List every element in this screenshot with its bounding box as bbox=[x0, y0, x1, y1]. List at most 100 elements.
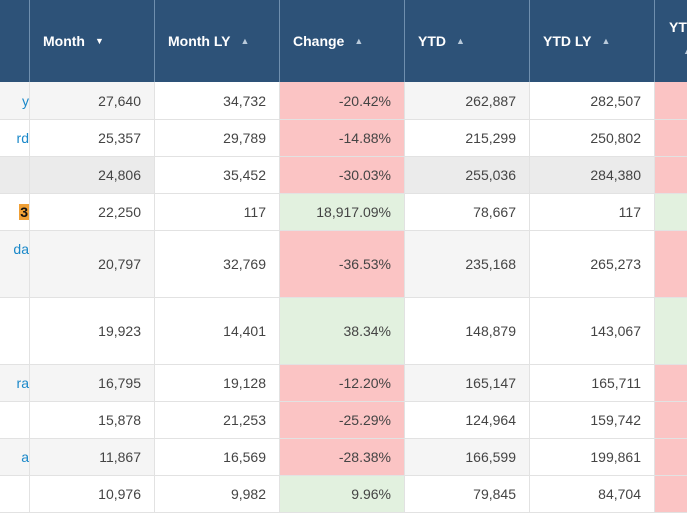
row-name-link[interactable]: rd bbox=[16, 130, 29, 146]
month-cell: 22,250 bbox=[30, 194, 155, 230]
change-cell: -25.29% bbox=[280, 402, 405, 438]
ytd-change-cell bbox=[655, 298, 687, 364]
ytd-change-cell bbox=[655, 365, 687, 401]
header-ytd-label: YTD bbox=[418, 33, 446, 49]
row-name-cell[interactable]: y bbox=[0, 82, 30, 119]
header-month-ly-label: Month LY bbox=[168, 33, 231, 49]
ytd-ly-cell: 282,507 bbox=[530, 82, 655, 119]
month-cell: 20,797 bbox=[30, 231, 155, 297]
ytd-change-cell bbox=[655, 157, 687, 193]
month-ly-cell: 34,732 bbox=[155, 82, 280, 119]
header-month-label: Month bbox=[43, 33, 85, 49]
ytd-cell: 255,036 bbox=[405, 157, 530, 193]
change-cell: -28.38% bbox=[280, 439, 405, 475]
month-ly-cell: 117 bbox=[155, 194, 280, 230]
row-name-link[interactable]: y bbox=[22, 92, 29, 109]
table-row[interactable]: rd 25,357 29,789 -14.88% 215,299 250,802 bbox=[0, 120, 687, 157]
row-name-cell[interactable] bbox=[0, 476, 30, 512]
sort-descending-icon: ▼ bbox=[94, 35, 104, 46]
change-cell: -14.88% bbox=[280, 120, 405, 156]
header-month-ly[interactable]: Month LY ▲ bbox=[155, 0, 280, 82]
change-cell: 9.96% bbox=[280, 476, 405, 512]
table-row[interactable]: 3 22,250 117 18,917.09% 78,667 117 bbox=[0, 194, 687, 231]
ytd-cell: 79,845 bbox=[405, 476, 530, 512]
header-ytd-ly-label: YTD LY bbox=[543, 33, 592, 49]
month-ly-cell: 16,569 bbox=[155, 439, 280, 475]
change-cell: -36.53% bbox=[280, 231, 405, 297]
table-row[interactable]: y 27,640 34,732 -20.42% 262,887 282,507 bbox=[0, 82, 687, 120]
ytd-ly-cell: 284,380 bbox=[530, 157, 655, 193]
header-ytd-change[interactable]: YT ▲ bbox=[655, 0, 687, 82]
month-cell: 25,357 bbox=[30, 120, 155, 156]
change-cell: -12.20% bbox=[280, 365, 405, 401]
month-ly-cell: 21,253 bbox=[155, 402, 280, 438]
table-header: Month ▼ Month LY ▲ Change ▲ YTD ▲ YTD LY… bbox=[0, 0, 687, 82]
change-cell: 18,917.09% bbox=[280, 194, 405, 230]
row-name-link[interactable]: ra bbox=[16, 375, 29, 391]
change-cell: -20.42% bbox=[280, 82, 405, 119]
change-cell: 38.34% bbox=[280, 298, 405, 364]
month-ly-cell: 19,128 bbox=[155, 365, 280, 401]
table-row[interactable]: 15,878 21,253 -25.29% 124,964 159,742 bbox=[0, 402, 687, 439]
ytd-change-cell bbox=[655, 231, 687, 297]
ytd-ly-cell: 117 bbox=[530, 194, 655, 230]
ytd-ly-cell: 199,861 bbox=[530, 439, 655, 475]
header-ytd[interactable]: YTD ▲ bbox=[405, 0, 530, 82]
table-row[interactable]: 19,923 14,401 38.34% 148,879 143,067 bbox=[0, 298, 687, 365]
ytd-ly-cell: 250,802 bbox=[530, 120, 655, 156]
sort-ascending-icon: ▲ bbox=[456, 35, 465, 46]
ytd-cell: 78,667 bbox=[405, 194, 530, 230]
header-name-column[interactable] bbox=[0, 0, 30, 82]
ytd-change-cell bbox=[655, 439, 687, 475]
ytd-ly-cell: 84,704 bbox=[530, 476, 655, 512]
header-month[interactable]: Month ▼ bbox=[30, 0, 155, 82]
row-name-cell[interactable] bbox=[0, 298, 30, 364]
row-name-cell[interactable]: rd bbox=[0, 120, 30, 156]
month-ly-cell: 32,769 bbox=[155, 231, 280, 297]
month-ly-cell: 9,982 bbox=[155, 476, 280, 512]
header-ytd-change-label: YT bbox=[669, 19, 687, 35]
month-cell: 24,806 bbox=[30, 157, 155, 193]
row-name-cell[interactable] bbox=[0, 157, 30, 193]
ytd-cell: 215,299 bbox=[405, 120, 530, 156]
row-name-cell[interactable]: da bbox=[0, 231, 30, 297]
ytd-ly-cell: 159,742 bbox=[530, 402, 655, 438]
row-name-link[interactable]: da bbox=[13, 241, 29, 257]
month-ly-cell: 35,452 bbox=[155, 157, 280, 193]
sort-ascending-icon: ▲ bbox=[240, 35, 250, 46]
ytd-cell: 235,168 bbox=[405, 231, 530, 297]
ytd-change-cell bbox=[655, 194, 687, 230]
header-change-label: Change bbox=[293, 33, 345, 49]
table-row[interactable]: da 20,797 32,769 -36.53% 235,168 265,273 bbox=[0, 231, 687, 298]
ytd-ly-cell: 265,273 bbox=[530, 231, 655, 297]
table-row[interactable]: 10,976 9,982 9.96% 79,845 84,704 bbox=[0, 476, 687, 513]
row-name-link[interactable]: a bbox=[21, 449, 29, 465]
row-name-cell[interactable]: a bbox=[0, 439, 30, 475]
row-name-cell[interactable]: 3 bbox=[0, 194, 30, 230]
ytd-cell: 124,964 bbox=[405, 402, 530, 438]
month-cell: 16,795 bbox=[30, 365, 155, 401]
month-cell: 11,867 bbox=[30, 439, 155, 475]
table-row[interactable]: ra 16,795 19,128 -12.20% 165,147 165,711 bbox=[0, 365, 687, 402]
ytd-cell: 262,887 bbox=[405, 82, 530, 119]
ytd-ly-cell: 165,711 bbox=[530, 365, 655, 401]
row-name-cell[interactable]: ra bbox=[0, 365, 30, 401]
table-row[interactable]: 24,806 35,452 -30.03% 255,036 284,380 bbox=[0, 157, 687, 194]
header-ytd-ly[interactable]: YTD LY ▲ bbox=[530, 0, 655, 82]
row-name-link[interactable]: 3 bbox=[19, 204, 29, 220]
table-row[interactable]: a 11,867 16,569 -28.38% 166,599 199,861 bbox=[0, 439, 687, 476]
change-cell: -30.03% bbox=[280, 157, 405, 193]
ytd-cell: 166,599 bbox=[405, 439, 530, 475]
month-ly-cell: 29,789 bbox=[155, 120, 280, 156]
row-name-cell[interactable] bbox=[0, 402, 30, 438]
ytd-ly-cell: 143,067 bbox=[530, 298, 655, 364]
sort-ascending-icon: ▲ bbox=[601, 35, 611, 46]
month-cell: 15,878 bbox=[30, 402, 155, 438]
ytd-change-cell bbox=[655, 402, 687, 438]
month-cell: 27,640 bbox=[30, 82, 155, 119]
header-change[interactable]: Change ▲ bbox=[280, 0, 405, 82]
month-ly-cell: 14,401 bbox=[155, 298, 280, 364]
ytd-cell: 148,879 bbox=[405, 298, 530, 364]
ytd-change-cell bbox=[655, 476, 687, 512]
ytd-change-cell bbox=[655, 120, 687, 156]
